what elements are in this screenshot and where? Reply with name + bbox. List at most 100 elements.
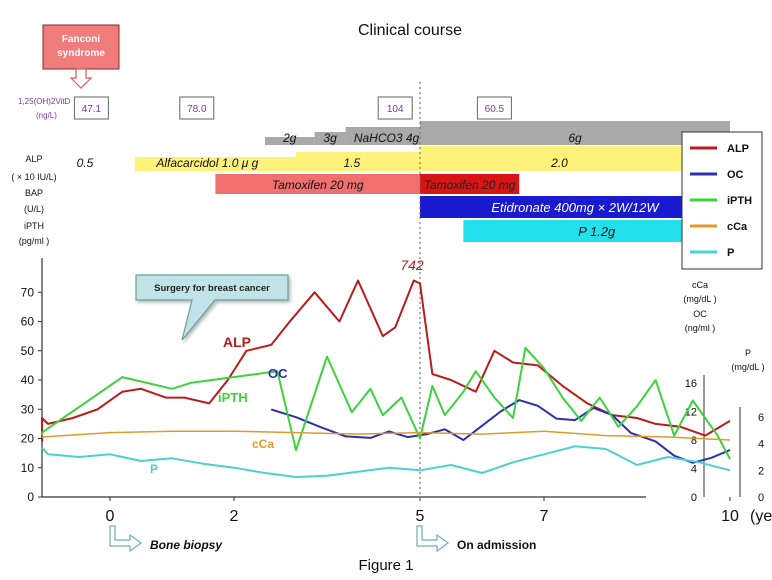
ca-axis-label-line: OC bbox=[693, 309, 707, 319]
ca-tick-label: 4 bbox=[691, 464, 697, 476]
fanconi-label-line2: syndrome bbox=[57, 48, 105, 59]
alp-peak-label: 742 bbox=[400, 257, 424, 273]
bone-biopsy-label: Bone biopsy bbox=[150, 538, 223, 552]
ca-tick-label: 16 bbox=[685, 378, 697, 390]
left-tick-label: 50 bbox=[21, 344, 35, 358]
cca-series-label: cCa bbox=[252, 437, 274, 451]
left-tick-label: 20 bbox=[21, 432, 35, 446]
admission-label: On admission bbox=[457, 538, 536, 552]
ipth-series-label: iPTH bbox=[218, 390, 248, 405]
series-line-cca bbox=[41, 430, 731, 441]
phosphate-bar bbox=[463, 220, 730, 242]
x-tick-label: 10 bbox=[721, 508, 739, 525]
tamoxifen-dose-label: Tamoxifen 20 mg bbox=[424, 178, 516, 192]
nahco3-bar-segment bbox=[345, 127, 420, 145]
series-lines bbox=[41, 279, 731, 478]
nahco3-bar-segment bbox=[420, 121, 730, 145]
series-line-oc bbox=[270, 399, 731, 464]
x-tick-label: 7 bbox=[540, 508, 549, 525]
phosphate-dose-label: P 1.2g bbox=[578, 224, 616, 239]
p-axis-label-line: (mg/dL ) bbox=[731, 362, 764, 372]
x-tick-label: 5 bbox=[416, 508, 425, 525]
nahco3-dose-label: 3g bbox=[323, 131, 337, 145]
ca-axis-label-line: cCa bbox=[692, 280, 708, 290]
nahco3-dose-label: 6g bbox=[568, 131, 582, 145]
series-line-ipth bbox=[41, 346, 731, 460]
etidronate-bar bbox=[420, 196, 730, 218]
vitd-value-box bbox=[73, 96, 109, 120]
p-axis-label-line: P bbox=[745, 348, 751, 358]
nahco3-dose-label: 2g bbox=[282, 131, 297, 145]
vitd-value: 47.1 bbox=[82, 104, 102, 115]
tamoxifen-dose-label: Tamoxifen 20 mg bbox=[272, 178, 364, 192]
tamoxifen-bar-segment bbox=[420, 174, 520, 194]
p-series-label: P bbox=[150, 462, 158, 476]
p-tick-label: 6 bbox=[758, 412, 764, 424]
left-tick-label: 60 bbox=[21, 315, 35, 329]
vitd-value: 60.5 bbox=[485, 104, 505, 115]
fanconi-label-line1: Fanconi bbox=[62, 34, 101, 45]
treatment-bars: 2g 3g NaHCO3 4g 6g 0.5 Alfacarcidol 1.0 μ g 1.… bbox=[77, 121, 730, 242]
vitd-label-line2: (ng/L) bbox=[36, 111, 57, 120]
nahco3-bar-segment bbox=[265, 137, 315, 145]
etidronate-dose-label: Etidronate 400mg × 2W/12W bbox=[491, 200, 660, 215]
vitd-value: 104 bbox=[387, 104, 404, 115]
figure-caption: Figure 1 bbox=[358, 557, 414, 574]
p-axis-label: P (mg/dL ) bbox=[731, 348, 764, 372]
legend-label-alp: ALP bbox=[727, 143, 749, 155]
ca-tick-label: 8 bbox=[691, 435, 697, 447]
left-axis-label-line: BAP bbox=[25, 188, 43, 198]
surgery-callout bbox=[135, 274, 289, 341]
left-tick-label: 30 bbox=[21, 402, 35, 416]
x-unit-label: (years) bbox=[750, 508, 772, 525]
ca-axis-label-line: (ng/ml ) bbox=[685, 323, 716, 333]
fanconi-callout: Fanconi syndrome bbox=[42, 24, 120, 89]
alfacarcidol-dose-label: Alfacarcidol 1.0 μ g bbox=[155, 156, 258, 170]
admission-arrow-icon bbox=[416, 525, 450, 553]
vitd-row: 1,25(OH)2VitD (ng/L) 47.1 78.0 104 60.5 bbox=[18, 96, 512, 120]
bone-biopsy-arrow-icon bbox=[109, 525, 143, 553]
fanconi-arrow-icon bbox=[69, 68, 93, 89]
oc-series-label: OC bbox=[268, 366, 288, 381]
left-axis-label-line: ALP bbox=[25, 154, 42, 164]
p-tick-label: 4 bbox=[758, 439, 764, 451]
legend: ALP OC iPTH cCa P bbox=[681, 131, 763, 270]
left-axis-label-line: (U/L) bbox=[24, 204, 44, 214]
alfacarcidol-dose-label: 1.5 bbox=[343, 156, 360, 170]
vitd-value-box bbox=[179, 96, 215, 120]
bone-biopsy-annotation: Bone biopsy bbox=[109, 525, 223, 553]
alp-series-label: ALP bbox=[223, 334, 251, 350]
vitd-label-line1: 1,25(OH)2VitD bbox=[18, 97, 71, 106]
x-tick-label: 0 bbox=[106, 508, 115, 525]
left-tick-label: 10 bbox=[21, 461, 35, 475]
ca-axis-label-line: (mg/dL ) bbox=[683, 294, 716, 304]
chart-title: Clinical course bbox=[358, 22, 462, 39]
alfacarcidol-bar-segment bbox=[134, 157, 296, 171]
surgery-callout-text: Surgery for breast cancer bbox=[154, 283, 270, 294]
alfacarcidol-dose-label: 0.5 bbox=[77, 156, 94, 170]
left-axis-label: ALP ( × 10 IU/L) BAP (U/L) iPTH (pg/ml ) bbox=[11, 154, 56, 246]
ca-tick-label: 0 bbox=[691, 492, 697, 504]
alfacarcidol-bar-segment bbox=[296, 152, 420, 171]
left-axis-label-line: (pg/ml ) bbox=[19, 236, 50, 246]
legend-label-oc: OC bbox=[727, 169, 744, 181]
nahco3-dose-label: NaHCO3 4g bbox=[354, 131, 420, 145]
left-tick-label: 70 bbox=[21, 285, 35, 299]
alfacarcidol-dose-label: 2.0 bbox=[550, 156, 568, 170]
series-line-p bbox=[41, 445, 731, 478]
vitd-value-box bbox=[377, 96, 413, 120]
vitd-value: 78.0 bbox=[187, 104, 207, 115]
legend-label-p: P bbox=[727, 247, 734, 259]
p-tick-label: 0 bbox=[758, 492, 764, 504]
nahco3-bar-segment bbox=[314, 132, 346, 145]
ca-axis-label: cCa (mg/dL ) OC (ng/ml ) bbox=[683, 280, 716, 333]
admission-annotation: On admission bbox=[416, 525, 536, 553]
legend-label-ipth: iPTH bbox=[727, 195, 752, 207]
left-axis-label-line: iPTH bbox=[24, 221, 44, 231]
left-tick-label: 0 bbox=[27, 490, 34, 504]
alfacarcidol-bar-segment bbox=[420, 146, 730, 171]
legend-label-cca: cCa bbox=[727, 221, 748, 233]
tamoxifen-bar-segment bbox=[215, 174, 420, 194]
